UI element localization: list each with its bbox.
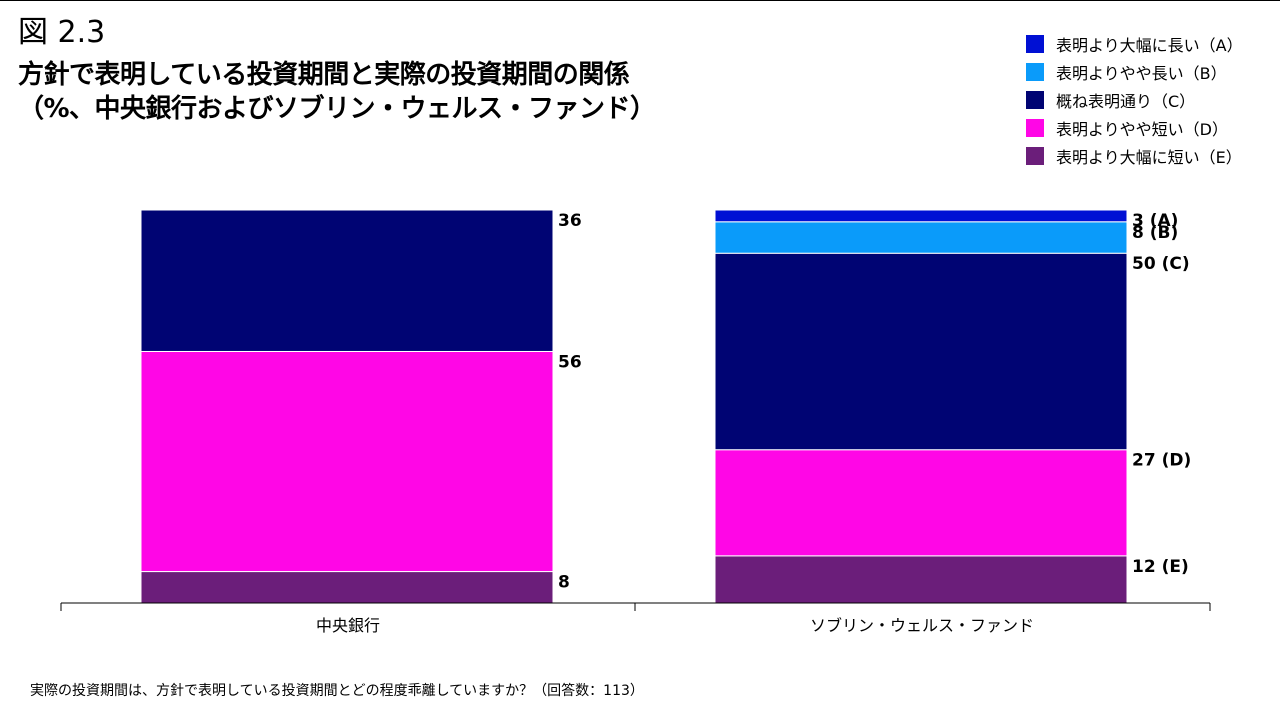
legend-label-b: 表明よりやや長い（B） — [1056, 64, 1227, 83]
bar-segment-swf-a — [714, 209, 1128, 223]
legend-swatch-e — [1026, 147, 1044, 165]
legend-item-a: 表明より大幅に長い（A） — [1026, 30, 1243, 58]
chart-title: 方針で表明している投資期間と実際の投資期間の関係 — [18, 60, 630, 90]
legend-swatch-a — [1026, 35, 1044, 53]
data-label-central-bank-c: 36 — [558, 211, 582, 231]
legend-swatch-d — [1026, 119, 1044, 137]
data-label-swf-c: 50 (C) — [1132, 254, 1190, 274]
footnote: 実際の投資期間は、方針で表明している投資期間とどの程度乖離していますか？（回答数… — [30, 683, 644, 699]
data-label-central-bank-e: 8 — [558, 573, 570, 593]
legend-item-c: 概ね表明通り（C） — [1026, 86, 1243, 114]
data-label-swf-a: 3 (A) — [1132, 211, 1178, 231]
legend-item-b: 表明よりやや長い（B） — [1026, 58, 1243, 86]
data-label-swf-b: 8 (B) — [1132, 223, 1178, 243]
chart-subtitle: （%、中央銀行およびソブリン・ウェルス・ファンド） — [18, 94, 656, 124]
legend-label-e: 表明より大幅に短い（E） — [1056, 148, 1242, 167]
legend-item-d: 表明よりやや短い（D） — [1026, 114, 1243, 142]
legend-swatch-c — [1026, 91, 1044, 109]
data-label-swf-d: 27 (D) — [1132, 451, 1191, 471]
category-label-swf: ソブリン・ウェルス・ファンド — [810, 616, 1034, 635]
bar-segment-central-bank-d — [140, 350, 554, 573]
bar-segment-swf-b — [714, 221, 1128, 254]
figure-number: 図 2.3 — [18, 15, 106, 50]
bar-segment-swf-e — [714, 555, 1128, 604]
legend-swatch-b — [1026, 63, 1044, 81]
top-rule — [0, 0, 1280, 1]
bar-segment-central-bank-c — [140, 209, 554, 352]
bar-segment-swf-d — [714, 449, 1128, 557]
category-label-central-bank: 中央銀行 — [316, 616, 380, 635]
legend: 表明より大幅に長い（A） 表明よりやや長い（B） 概ね表明通り（C） 表明よりや… — [1026, 30, 1243, 170]
bar-segment-central-bank-e — [140, 571, 554, 604]
legend-label-a: 表明より大幅に長い（A） — [1056, 36, 1243, 55]
data-label-swf-e: 12 (E) — [1132, 557, 1189, 577]
legend-label-c: 概ね表明通り（C） — [1056, 92, 1196, 111]
legend-item-e: 表明より大幅に短い（E） — [1026, 142, 1243, 170]
bar-segment-swf-c — [714, 252, 1128, 451]
legend-label-d: 表明よりやや短い（D） — [1056, 120, 1229, 139]
data-label-central-bank-d: 56 — [558, 352, 582, 372]
